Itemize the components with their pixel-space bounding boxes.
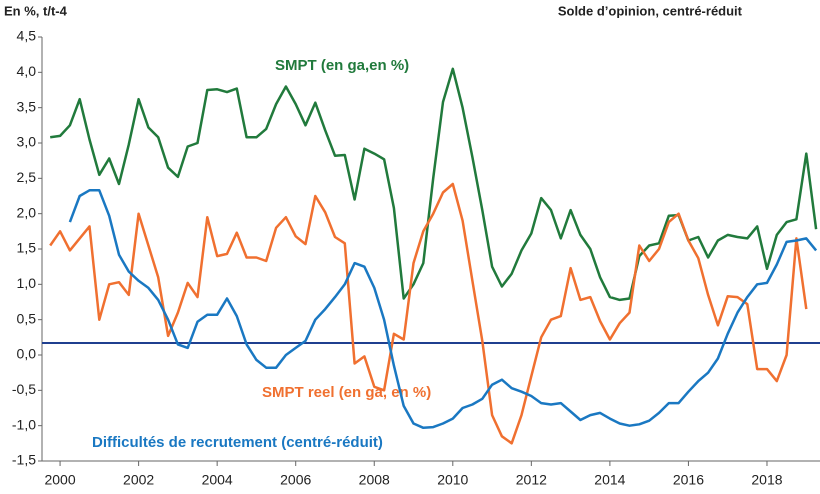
- x-tick-label: 2008: [359, 472, 390, 488]
- x-tick-label: 2004: [202, 472, 233, 488]
- y-tick-label: 3,5: [17, 98, 37, 114]
- y-tick-label: 0,5: [17, 310, 37, 326]
- y-tick-label: -0,5: [12, 381, 36, 397]
- series-label: SMPT (en ga,en %): [275, 57, 409, 74]
- series-label: Difficultés de recrutement (centré-rédui…: [92, 434, 383, 451]
- y-tick-label: 3,0: [17, 134, 37, 150]
- x-tick-label: 2018: [751, 472, 782, 488]
- y-tick-label: -1,5: [12, 452, 36, 468]
- x-tick-label: 2016: [673, 472, 704, 488]
- x-tick-label: 2002: [123, 472, 154, 488]
- x-tick-label: 2006: [280, 472, 311, 488]
- y-tick-label: 2,0: [17, 204, 37, 220]
- series-label: SMPT reel (en ga, en %): [262, 384, 431, 401]
- chart-subtitle: Solde d’opinion, centré-réduit: [558, 3, 743, 18]
- x-tick-label: 2000: [44, 472, 75, 488]
- x-tick-label: 2014: [594, 472, 625, 488]
- y-tick-label: 4,5: [17, 28, 37, 44]
- y-tick-label: 2,5: [17, 169, 37, 185]
- y-tick-label: -1,0: [12, 416, 36, 432]
- y-tick-label: 0,0: [17, 346, 37, 362]
- series-line: [49, 182, 808, 445]
- y-tick-label: 1,0: [17, 275, 37, 291]
- series-line: [68, 189, 818, 430]
- chart-title: En %, t/t-4: [4, 3, 68, 18]
- x-tick-label: 2012: [516, 472, 547, 488]
- x-tick-label: 2010: [437, 472, 468, 488]
- y-tick-label: 1,5: [17, 240, 37, 256]
- y-tick-label: 4,0: [17, 63, 37, 79]
